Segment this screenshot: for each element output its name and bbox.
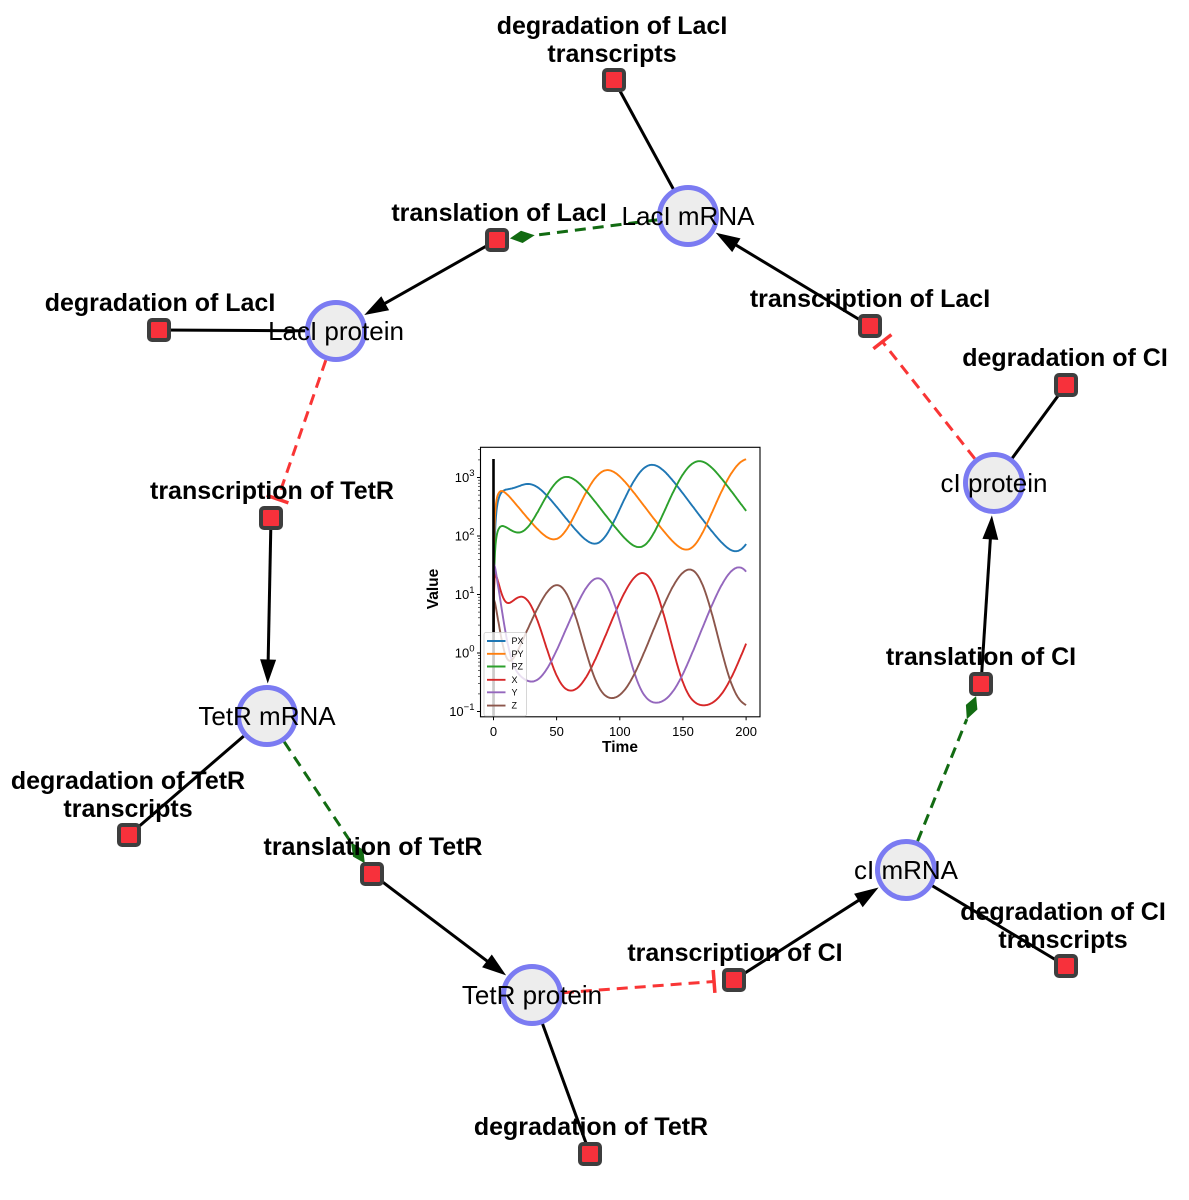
svg-text:100: 100 (609, 724, 631, 739)
svg-text:PZ: PZ (512, 662, 524, 672)
svg-text:LacI mRNA: LacI mRNA (622, 201, 756, 231)
svg-text:0: 0 (490, 724, 497, 739)
svg-text:translation of LacI: translation of LacI (391, 199, 606, 227)
svg-text:transcription of TetR: transcription of TetR (150, 477, 394, 505)
svg-text:degradation of CI: degradation of CI (960, 898, 1166, 926)
svg-text:150: 150 (672, 724, 694, 739)
svg-text:transcription of CI: transcription of CI (627, 939, 842, 967)
svg-text:PY: PY (512, 649, 524, 659)
svg-text:degradation of LacI: degradation of LacI (45, 289, 276, 317)
svg-text:50: 50 (549, 724, 563, 739)
svg-text:TetR mRNA: TetR mRNA (198, 701, 336, 731)
svg-text:TetR protein: TetR protein (462, 980, 602, 1010)
svg-text:transcripts: transcripts (63, 795, 192, 823)
svg-text:Value: Value (425, 568, 442, 609)
svg-text:degradation of TetR: degradation of TetR (474, 1113, 708, 1141)
svg-text:translation of CI: translation of CI (886, 643, 1076, 671)
svg-text:LacI protein: LacI protein (268, 316, 404, 346)
svg-text:transcripts: transcripts (998, 926, 1127, 954)
svg-text:Y: Y (512, 687, 518, 697)
svg-text:cI mRNA: cI mRNA (854, 855, 959, 885)
svg-text:degradation of TetR: degradation of TetR (11, 767, 245, 795)
svg-text:transcription of LacI: transcription of LacI (750, 285, 990, 313)
svg-text:200: 200 (735, 724, 757, 739)
svg-text:PX: PX (512, 636, 524, 646)
svg-text:degradation of CI: degradation of CI (962, 344, 1168, 372)
svg-text:transcripts: transcripts (547, 40, 676, 68)
svg-text:degradation of LacI: degradation of LacI (497, 12, 728, 40)
svg-text:X: X (512, 675, 518, 685)
svg-text:Time: Time (602, 739, 638, 756)
svg-text:cI protein: cI protein (941, 468, 1048, 498)
svg-text:translation of TetR: translation of TetR (264, 833, 483, 861)
svg-text:Z: Z (512, 701, 518, 711)
